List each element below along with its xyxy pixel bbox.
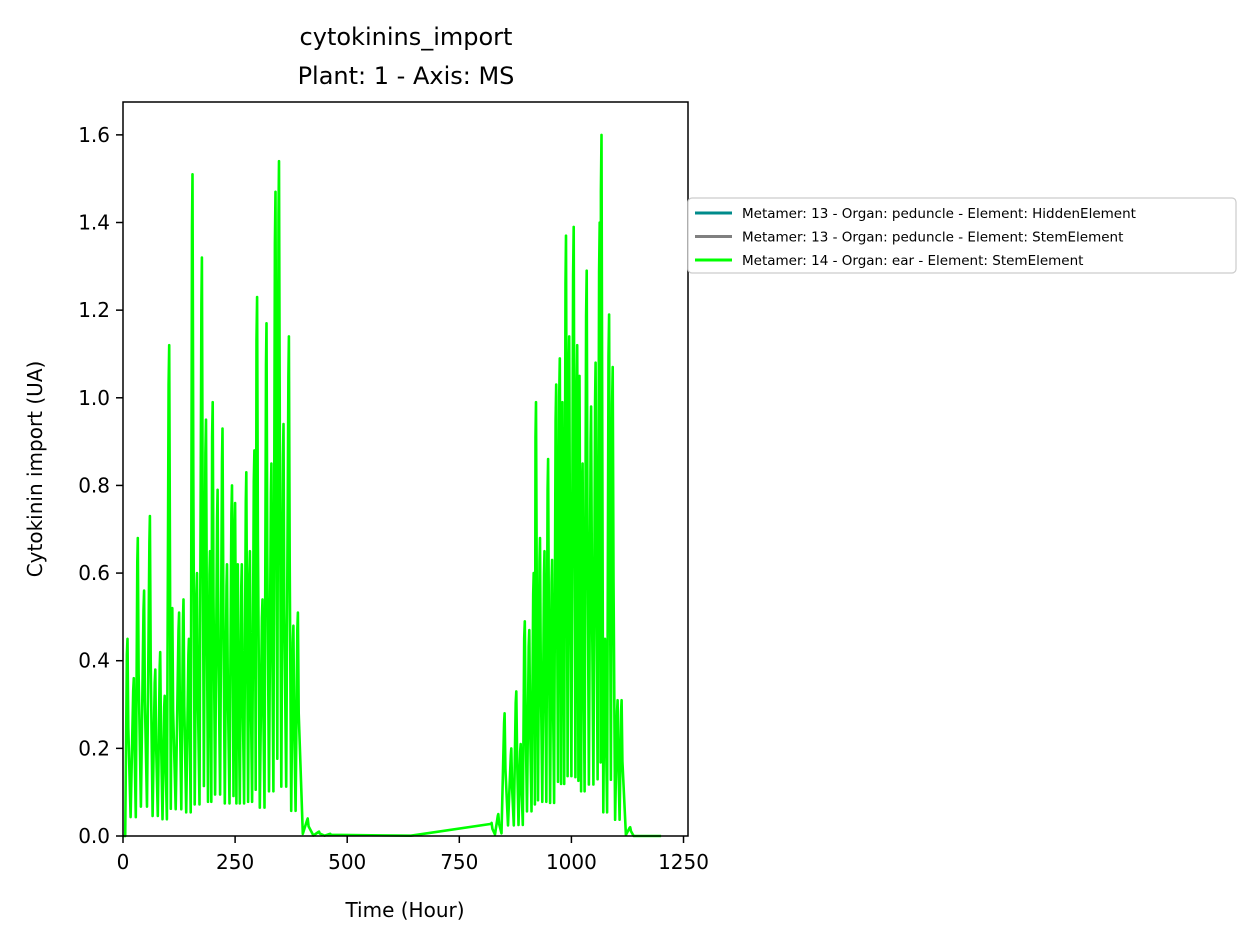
legend: Metamer: 13 - Organ: peduncle - Element:… bbox=[687, 197, 1237, 274]
y-axis-label: Cytokinin import (UA) bbox=[23, 361, 47, 578]
series-layer bbox=[123, 133, 662, 838]
chart-title: cytokinins_import bbox=[300, 23, 513, 51]
x-tick-label: 500 bbox=[328, 850, 366, 874]
y-axis: 0.0 0.2 0.4 0.6 0.8 1.0 1.2 1.4 1.6 bbox=[78, 123, 123, 848]
y-tick-label: 1.4 bbox=[78, 211, 110, 235]
legend-box bbox=[687, 197, 1237, 274]
series-line-2 bbox=[123, 133, 662, 838]
x-tick-label: 0 bbox=[117, 850, 130, 874]
x-tick-label: 1250 bbox=[658, 850, 709, 874]
y-tick-label: 1.0 bbox=[78, 386, 110, 410]
y-tick-label: 0.6 bbox=[78, 561, 110, 585]
plot-frame bbox=[122, 101, 689, 837]
y-tick-label: 1.6 bbox=[78, 123, 110, 147]
x-axis: 0 250 500 750 1000 1250 bbox=[117, 836, 709, 874]
y-tick-label: 0.0 bbox=[78, 824, 110, 848]
y-tick-label: 0.2 bbox=[78, 736, 110, 760]
x-axis-label: Time (Hour) bbox=[344, 898, 464, 922]
y-tick-label: 1.2 bbox=[78, 298, 110, 322]
x-tick-label: 1000 bbox=[546, 850, 597, 874]
chart-subtitle: Plant: 1 - Axis: MS bbox=[298, 62, 515, 90]
legend-label: Metamer: 14 - Organ: ear - Element: Stem… bbox=[742, 253, 1083, 269]
legend-label: Metamer: 13 - Organ: peduncle - Element:… bbox=[742, 230, 1123, 246]
x-tick-label: 750 bbox=[440, 850, 478, 874]
y-tick-label: 0.4 bbox=[78, 649, 110, 673]
y-tick-label: 0.8 bbox=[78, 473, 110, 497]
x-tick-label: 250 bbox=[216, 850, 254, 874]
legend-label: Metamer: 13 - Organ: peduncle - Element:… bbox=[742, 206, 1136, 222]
